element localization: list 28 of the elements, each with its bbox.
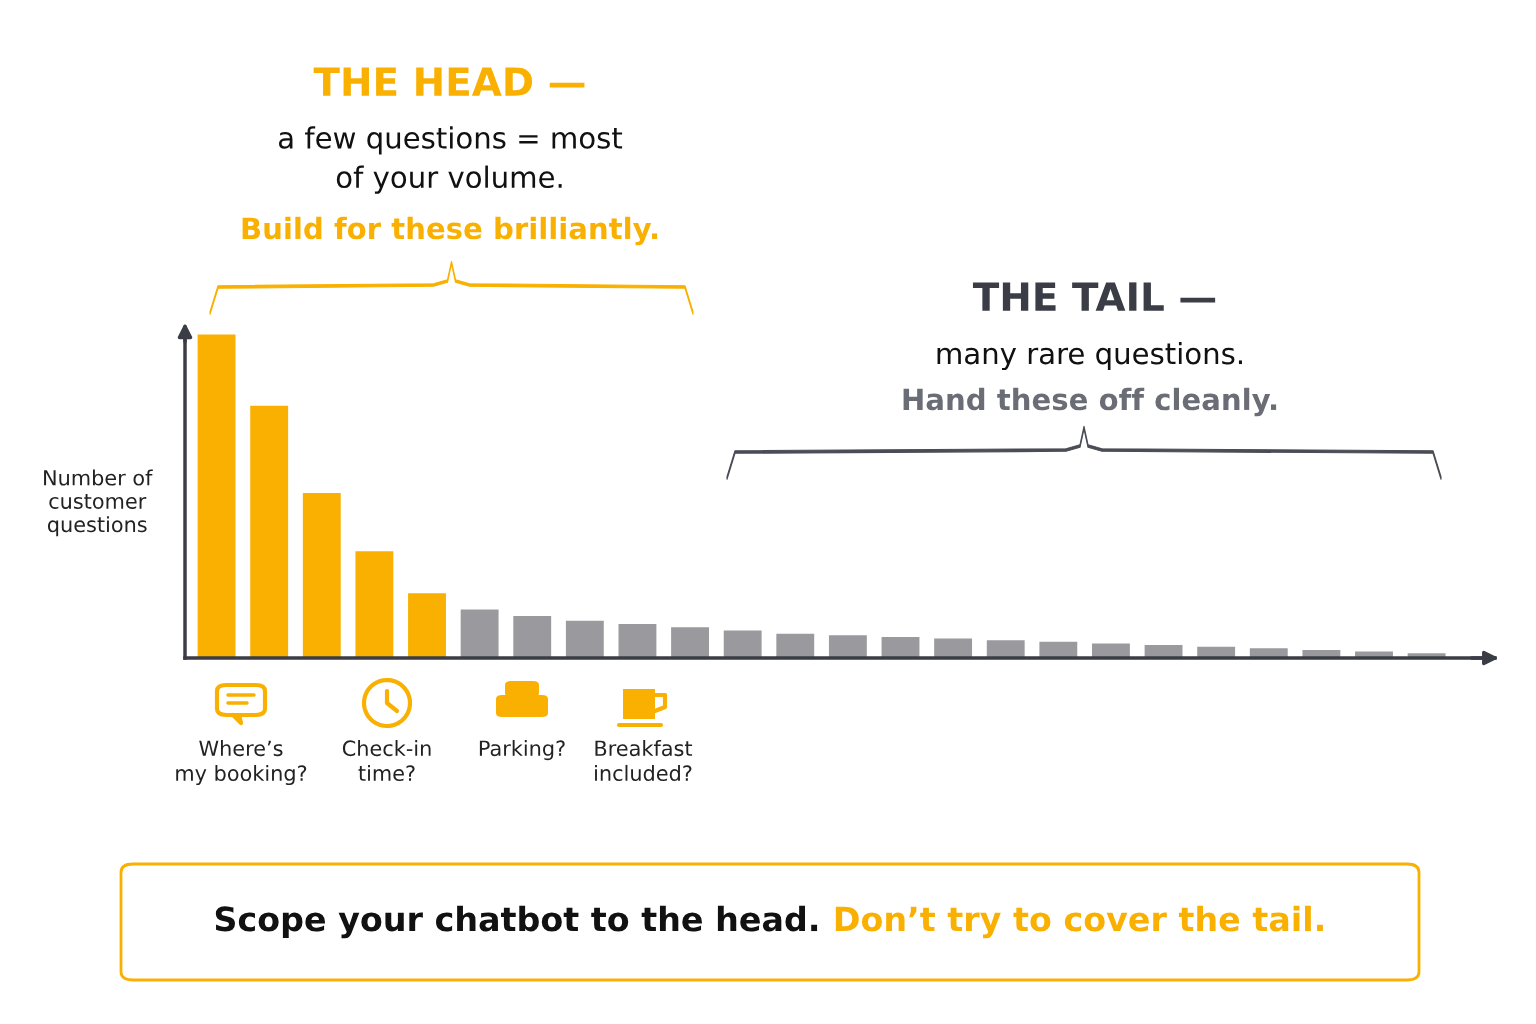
bar [460, 609, 499, 658]
bar [355, 551, 394, 658]
text: Scope your chatbot to the head. [215, 905, 818, 939]
text: THE TAIL — [972, 282, 1216, 311]
bar [776, 633, 815, 658]
bar [986, 640, 1025, 658]
bar [302, 493, 341, 658]
text: THE HEAD — [313, 67, 585, 96]
text: Build for these brilliantly. [242, 216, 658, 246]
bar [1092, 643, 1130, 658]
text: Breakfast included? [595, 740, 693, 782]
bar [828, 635, 867, 658]
text: Where’s my booking? [176, 740, 307, 786]
bar [671, 627, 709, 658]
y-axis-title: Number of customer questions [44, 469, 153, 537]
text: Check-in time? [342, 740, 431, 782]
bar [618, 624, 657, 658]
annotation: Hand these off cleanly. [903, 387, 1277, 417]
text: a few questions = most of your volume. [278, 126, 623, 194]
bar [513, 615, 552, 658]
bar [197, 334, 236, 658]
bar [408, 593, 446, 658]
bar [565, 620, 604, 658]
annotation: many rare questions. [937, 341, 1242, 371]
bar [723, 630, 762, 658]
text: Don’t try to cover the tail. [835, 905, 1323, 939]
text: Parking? [479, 740, 565, 761]
bar [250, 405, 289, 658]
